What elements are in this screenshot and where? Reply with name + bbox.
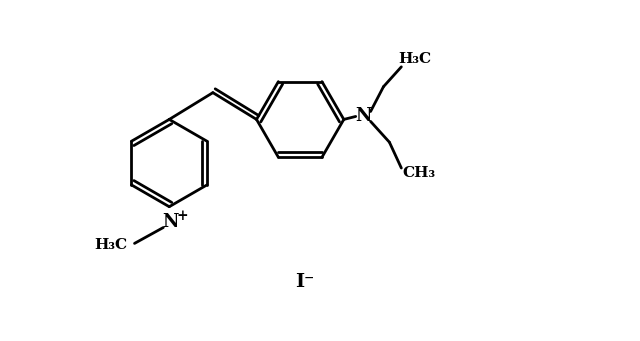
Text: N: N [162, 212, 179, 231]
Text: H₃C: H₃C [399, 52, 432, 66]
Text: +: + [176, 209, 188, 223]
Text: N: N [355, 107, 372, 125]
Text: H₃C: H₃C [94, 238, 127, 252]
Text: CH₃: CH₃ [403, 166, 436, 180]
Text: I⁻: I⁻ [296, 273, 315, 291]
